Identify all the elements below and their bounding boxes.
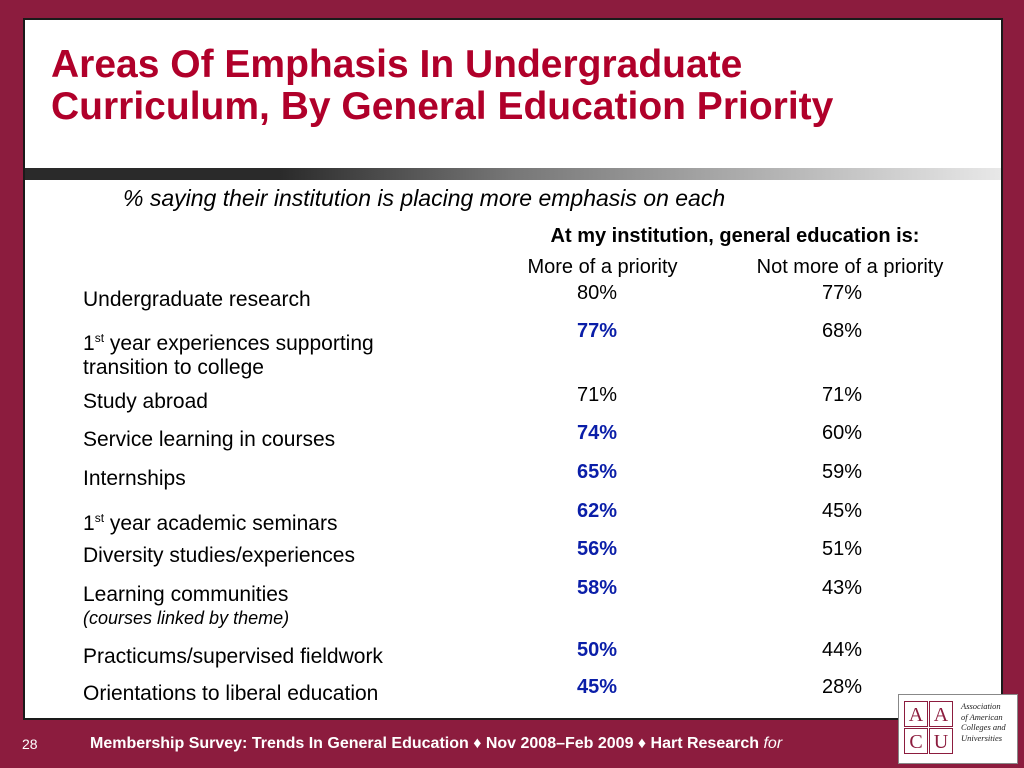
logo-letter: A (904, 701, 928, 727)
column-header-more: More of a priority (527, 256, 678, 278)
row-label-note: (courses linked by theme) (83, 608, 290, 628)
row-label-text: Study abroad (83, 390, 208, 413)
logo-text-line: Universities (961, 732, 1003, 743)
row-label-text: Service learning in courses (83, 428, 336, 451)
row-label-text: year academic seminars (104, 512, 338, 535)
title-line-1: Areas Of Emphasis In Undergraduate (51, 43, 743, 86)
row-label: Undergraduate research (83, 288, 483, 312)
row-label-text: Internships (83, 467, 186, 490)
row-label: Internships (83, 467, 483, 491)
row-label: Study abroad (83, 390, 483, 414)
value-more-priority: 45% (577, 676, 618, 698)
row-label: Diversity studies/experiences (83, 544, 483, 568)
title-divider (25, 168, 1001, 180)
value-more-priority: 80% (577, 282, 618, 304)
row-label-text: Undergraduate research (83, 288, 311, 311)
logo-text-line: of American (961, 711, 1003, 722)
logo-text-line: Colleges and (961, 722, 1006, 732)
row-label: Orientations to liberal education (83, 682, 483, 706)
row-label-line2: transition to college (83, 356, 264, 379)
logo-text-line: Association (961, 701, 1001, 711)
logo-text: Association of American Colleges and Uni… (961, 701, 1017, 743)
logo-monogram: A A C U (904, 701, 956, 757)
logo-letter: C (904, 728, 928, 754)
value-more-priority: 58% (577, 577, 618, 599)
value-more-priority: 71% (577, 384, 618, 406)
title-line-2: Curriculum, By General Education Priorit… (51, 85, 834, 128)
row-label-superscript: st (94, 331, 105, 345)
value-more-priority: 50% (577, 639, 618, 661)
logo-letter: U (929, 728, 953, 754)
logo-letter: A (929, 701, 953, 727)
value-not-more-priority: 71% (822, 384, 863, 406)
row-label-prefix: 1 (83, 332, 95, 355)
value-not-more-priority: 44% (822, 639, 863, 661)
subtitle: % saying their institution is placing mo… (123, 185, 726, 211)
footer: 28 Membership Survey: Trends In General … (0, 724, 1024, 768)
value-more-priority: 62% (577, 500, 618, 522)
column-group-header: At my institution, general education is: (550, 225, 920, 247)
value-not-more-priority: 77% (822, 282, 863, 304)
value-not-more-priority: 51% (822, 538, 863, 560)
value-not-more-priority: 43% (822, 577, 863, 599)
row-label-text: Practicums/supervised fieldwork (83, 645, 383, 668)
footer-text: Membership Survey: Trends In General Edu… (90, 735, 760, 752)
value-not-more-priority: 68% (822, 320, 863, 342)
value-not-more-priority: 60% (822, 422, 863, 444)
row-label-text: year experiences supporting (104, 332, 374, 355)
row-label: 1st year experiences supporting transitio… (83, 326, 483, 380)
row-label-superscript: st (94, 511, 105, 525)
row-label-text: Diversity studies/experiences (83, 544, 355, 567)
row-label-text: Learning communities (83, 583, 289, 606)
row-label: Learning communities (courses linked by t… (83, 583, 483, 629)
column-header-not-more: Not more of a priority (756, 256, 944, 278)
slide-title: Areas Of Emphasis In Undergraduate Curri… (51, 44, 981, 128)
footer-for: for (763, 735, 783, 752)
row-label-text: Orientations to liberal education (83, 682, 379, 705)
page-number: 28 (22, 736, 38, 752)
value-not-more-priority: 59% (822, 461, 863, 483)
value-not-more-priority: 28% (822, 676, 863, 698)
value-more-priority: 65% (577, 461, 618, 483)
footer-caption: Membership Survey: Trends In General Edu… (90, 735, 782, 753)
row-label-prefix: 1 (83, 512, 95, 535)
aacu-logo: A A C U Association of American Colleges… (898, 694, 1018, 764)
value-not-more-priority: 45% (822, 500, 863, 522)
value-more-priority: 74% (577, 422, 618, 444)
value-more-priority: 77% (577, 320, 618, 342)
row-label: Practicums/supervised fieldwork (83, 645, 483, 669)
value-more-priority: 56% (577, 538, 618, 560)
row-label: 1st year academic seminars (83, 506, 483, 536)
slide-panel: Areas Of Emphasis In Undergraduate Curri… (23, 18, 1003, 720)
row-label: Service learning in courses (83, 428, 483, 452)
